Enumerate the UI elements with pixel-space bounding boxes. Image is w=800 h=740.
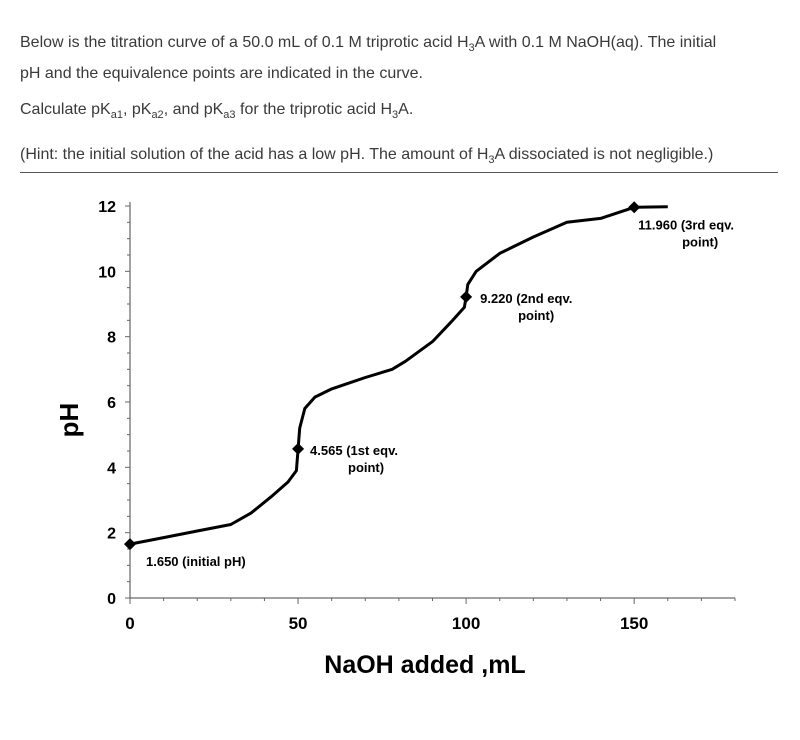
task-sub-a2: a2 [151, 109, 164, 122]
equivalence-marker [292, 442, 305, 455]
question-text: Below is the titration curve of a 50.0 m… [20, 30, 780, 188]
equivalence-marker [628, 201, 641, 214]
task-text-5: A. [398, 101, 414, 119]
y-tick-label: 4 [107, 460, 116, 477]
x-tick-label: 0 [125, 614, 134, 633]
divider [20, 172, 778, 173]
point-label-line2: point) [348, 460, 384, 475]
task-text-3: , and pK [163, 101, 224, 119]
x-axis-label: NaOH added ,mL [324, 651, 525, 679]
hint-subscript: 3 [488, 154, 495, 167]
equivalence-marker [124, 538, 136, 551]
hint-text-1: (Hint: the initial solution of the acid … [20, 146, 489, 164]
y-tick-label: 2 [107, 526, 116, 543]
titration-curve [129, 205, 668, 546]
y-tick-label: 12 [98, 199, 116, 216]
point-label: 1.650 (initial pH) [146, 554, 246, 569]
question-intro: Below is the titration curve of a 50.0 m… [20, 30, 780, 87]
point-label: 4.565 (1st eqv. [310, 443, 398, 458]
x-tick-label: 50 [289, 614, 308, 633]
intro-text-1: Below is the titration curve of a 50.0 m… [20, 34, 469, 51]
task-sub-a3: a3 [223, 109, 236, 122]
y-tick-label: 0 [107, 591, 116, 608]
task-text-2: , pK [122, 101, 152, 119]
point-label: 11.960 (3rd eqv. [638, 217, 734, 232]
intro-text-2: A with 0.1 M NaOH(aq). The initial [474, 34, 717, 51]
point-label-line2: point) [682, 234, 718, 249]
task-text-4: for the triprotic acid H [235, 101, 393, 119]
intro-subscript: 3 [468, 42, 475, 55]
task-sub-3: 3 [392, 109, 399, 122]
intro-text-3: pH and the equivalence points are indica… [20, 65, 423, 83]
equivalence-marker [460, 290, 473, 303]
question-task: Calculate pKa1, pKa2, and pKa3 for the t… [20, 97, 780, 128]
hint-text-2: A dissociated is not negligible.) [494, 146, 714, 164]
point-label-line2: point) [518, 308, 554, 323]
point-label: 9.220 (2nd eqv. [480, 291, 572, 306]
y-tick-label: 10 [98, 264, 116, 281]
chart-axes: 0 2 4 6 8 10 12 0 50 100 150 [98, 199, 736, 633]
x-tick-label: 150 [620, 614, 648, 633]
task-text-1: Calculate pK [20, 101, 111, 119]
x-tick-label: 100 [452, 614, 480, 633]
task-sub-a1: a1 [110, 109, 123, 122]
equivalence-points: 1.650 (initial pH) 4.565 (1st eqv. point) 9… [124, 201, 734, 569]
question-hint: (Hint: the initial solution of the acid … [20, 142, 780, 173]
y-axis-label: pH [54, 403, 84, 438]
titration-chart: 0 2 4 6 8 10 12 0 50 100 150 1.650 (initial pH) 4.5… [54, 199, 736, 679]
y-tick-label: 8 [107, 330, 116, 347]
y-tick-label: 6 [107, 395, 116, 412]
